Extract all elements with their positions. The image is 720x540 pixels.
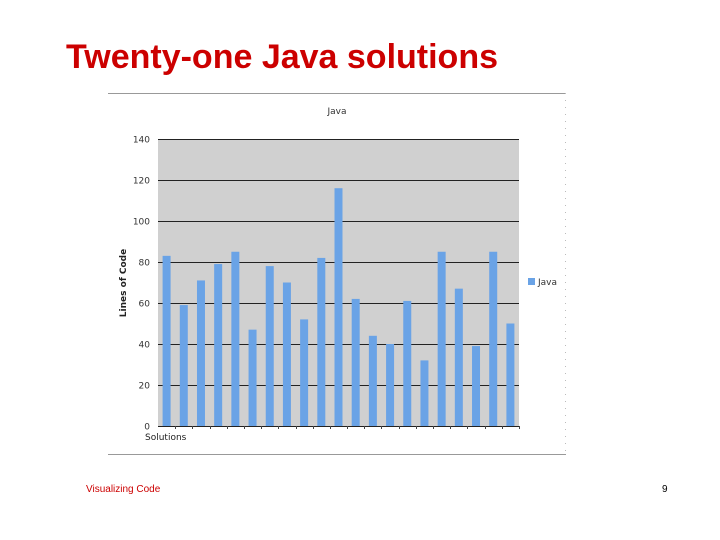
bar: [368, 335, 377, 426]
bar: [214, 264, 223, 426]
bar: [231, 251, 240, 426]
legend-swatch: [528, 278, 535, 285]
y-axis-label: Lines of Code: [119, 249, 129, 317]
bar: [282, 282, 291, 426]
y-tick-label: 0: [144, 423, 150, 433]
bar: [196, 280, 205, 426]
y-tick-labels: 0 20 40 60 80 100 120 140: [133, 136, 150, 433]
chart-title: Java: [326, 107, 346, 117]
y-tick-label: 140: [133, 136, 150, 146]
bar: [454, 288, 463, 426]
slide-title: Twenty-one Java solutions: [66, 38, 499, 76]
y-tick-label: 100: [133, 218, 150, 228]
chart: Java 0 20 40 60 80 100 120 140 Lines of Code So…: [108, 93, 566, 455]
bar: [248, 329, 257, 426]
bar: [179, 305, 188, 426]
y-tick-label: 80: [139, 259, 151, 269]
bar: [489, 251, 498, 426]
x-ticks: [175, 426, 520, 429]
bar: [162, 255, 171, 426]
bar: [317, 257, 326, 426]
legend-label: Java: [537, 278, 557, 288]
bar: [506, 323, 515, 426]
bar: [351, 298, 360, 426]
y-tick-label: 20: [139, 382, 151, 392]
y-tick-label: 40: [139, 341, 151, 351]
footer-title: Visualizing Code: [86, 484, 161, 495]
x-axis-label: Solutions: [145, 433, 187, 443]
bar: [472, 346, 481, 426]
bar: [403, 300, 412, 426]
bar: [437, 251, 446, 426]
bar: [420, 360, 429, 426]
chart-svg: Java 0 20 40 60 80 100 120 140 Lines of Code So…: [108, 93, 566, 455]
bar: [300, 319, 309, 426]
bars: [162, 188, 515, 426]
bar: [386, 344, 395, 426]
bar: [334, 188, 343, 426]
page-number: 9: [662, 484, 668, 495]
y-tick-label: 60: [139, 300, 151, 310]
y-tick-label: 120: [133, 177, 150, 187]
bar: [265, 266, 274, 426]
